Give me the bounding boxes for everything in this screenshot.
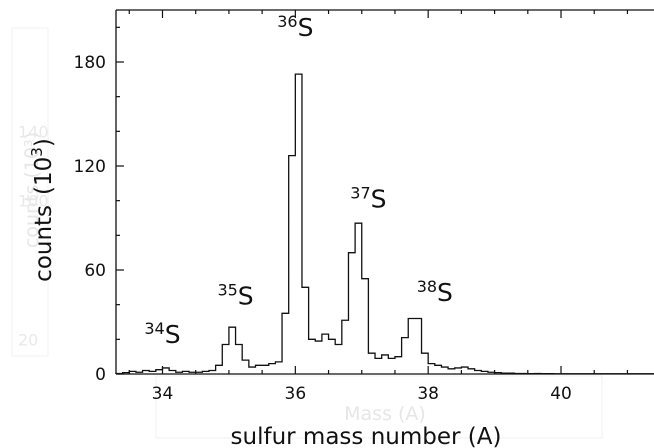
peak-label-symbol: S [371, 185, 387, 214]
y-axis-unit-exponent: 3 [28, 147, 46, 157]
peak-label-mass: 38 [417, 277, 437, 296]
y-tick-label: 60 [84, 261, 106, 281]
y-tick-label: 120 [74, 157, 106, 177]
background-ghost-layer: counts (10³) Mass (A) 20 100 140 [11, 27, 603, 439]
ghost-y-axis-title: counts (10³) [21, 132, 43, 248]
peak-label-35S: 35S [217, 281, 253, 311]
peak-label-37S: 37S [350, 184, 386, 214]
ghost-x-axis-title: Mass (A) [344, 403, 426, 425]
ghost-y-tick-label: 140 [18, 122, 49, 141]
y-axis-unit: (103) [28, 138, 57, 195]
peak-label-symbol: S [165, 320, 181, 349]
peak-label-symbol: S [298, 13, 314, 42]
peak-label-34S: 34S [144, 319, 180, 349]
x-tick-label: 38 [417, 384, 439, 404]
peak-label-symbol: S [437, 278, 453, 307]
peak-label-symbol: S [238, 282, 254, 311]
peak-label-mass: 34 [144, 319, 164, 338]
y-tick-label: 0 [95, 365, 106, 385]
ghost-y-tick-label: 100 [18, 192, 49, 211]
peak-label-36S: 36S [277, 12, 313, 42]
x-axis-title: sulfur mass number (A) [231, 424, 502, 448]
peak-label-mass: 35 [217, 281, 237, 300]
peak-label-38S: 38S [417, 277, 453, 307]
peak-label-mass: 37 [350, 184, 370, 203]
y-axis-title: counts (103) [28, 138, 57, 282]
x-tick-label: 36 [285, 384, 307, 404]
ghost-x-axis-box [155, 375, 603, 439]
y-axis-title-text: counts [31, 205, 57, 282]
peak-label-mass: 36 [277, 12, 297, 31]
y-tick-label: 180 [74, 53, 106, 73]
x-tick-label: 40 [550, 384, 572, 404]
x-tick-label: 34 [152, 384, 174, 404]
ghost-y-tick-label: 20 [18, 330, 38, 349]
histogram-series [115, 73, 654, 375]
ghost-y-axis-box [11, 27, 49, 357]
